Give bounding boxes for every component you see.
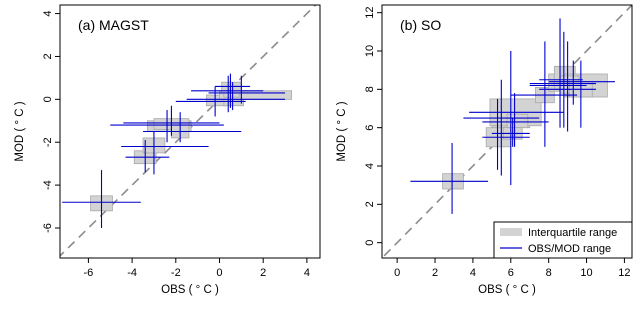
y-axis-title: MOD ( ° C ) (14, 101, 26, 161)
panel-title: (b) SO (400, 17, 441, 33)
x-axis-title: OBS ( ° C ) (161, 284, 219, 296)
legend: Interquartile range OBS/MOD range (493, 221, 633, 259)
panel-magst: -6 -4 -2 0 2 4 -6 -4 -2 0 2 4 OBS ( ° C ) MOD ( ° C )… (14, 4, 321, 296)
x-tick-label-6: 12 (618, 267, 630, 279)
x-axis-title: OBS ( ° C ) (478, 284, 536, 296)
one-to-one-line (382, 5, 632, 258)
y-tick-label-4: 2 (42, 53, 54, 59)
panel-so: 0 2 4 6 8 10 12 0 2 4 6 8 10 12 OBS ( ° C ) MOD ( ° C )… (336, 4, 633, 296)
x-tick-label-4: 8 (546, 267, 552, 279)
y-tick-label-2: 4 (364, 163, 376, 169)
panel-title: (a) MAGST (78, 17, 149, 33)
interquartile-box-4 (506, 113, 529, 129)
plot-frame (59, 4, 321, 259)
x-tick-label-1: 2 (432, 267, 438, 279)
y-tick-label-2: -2 (42, 137, 54, 147)
y-tick-label-1: 2 (364, 201, 376, 207)
y-tick-label-4: 8 (364, 86, 376, 92)
x-tick-label-3: 6 (508, 267, 514, 279)
plot-area (382, 5, 632, 258)
y-tick-label-5: 4 (42, 11, 54, 17)
x-tick-label-0: -6 (84, 267, 94, 279)
x-tick-label-0: 0 (394, 267, 400, 279)
y-tick-label-0: 0 (364, 240, 376, 246)
x-tick-label-2: 4 (470, 267, 476, 279)
y-tick-label-6: 12 (364, 7, 376, 19)
legend-entry-0: Interquartile range (528, 227, 617, 239)
y-tick-label-3: 6 (364, 125, 376, 131)
legend-entry-1: OBS/MOD range (528, 243, 611, 255)
one-to-one-line (60, 5, 317, 257)
y-tick-label-5: 10 (364, 45, 376, 57)
plot-area (60, 5, 317, 257)
legend-swatch-box (500, 228, 522, 236)
y-tick-label-0: -6 (42, 223, 54, 233)
y-tick-label-3: 0 (42, 96, 54, 102)
x-tick-label-4: 2 (260, 267, 266, 279)
x-tick-label-5: 10 (580, 267, 592, 279)
y-tick-label-1: -4 (42, 180, 54, 190)
x-tick-label-2: -2 (171, 267, 181, 279)
y-axis-title: MOD ( ° C ) (336, 101, 348, 161)
x-tick-label-3: 0 (216, 267, 222, 279)
x-tick-label-5: 4 (304, 267, 310, 279)
x-tick-label-1: -4 (127, 267, 137, 279)
